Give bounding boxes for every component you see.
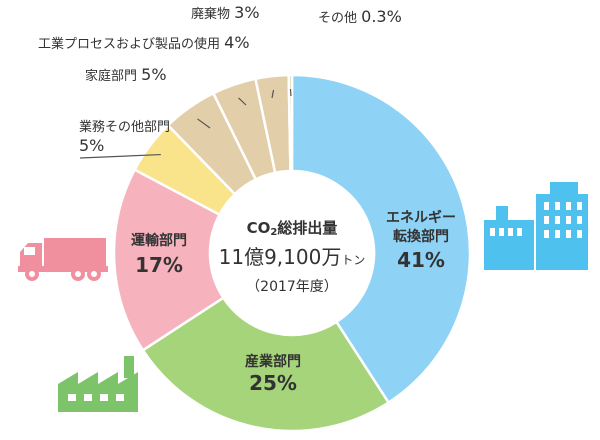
slice-2 <box>141 296 391 433</box>
slice-label-7: 廃棄物 3% <box>191 3 260 22</box>
slice-label-2: 産業部門 <box>245 353 301 370</box>
donut-slices <box>112 73 472 433</box>
center-title: CO2総排出量 <box>247 219 338 238</box>
center-summary: CO2総排出量 11億9,100万トン （2017年度） <box>219 219 366 295</box>
slice-value-4: 5% <box>79 136 104 155</box>
slice-label-1: 転換部門 <box>393 228 449 245</box>
slice-1 <box>290 73 472 405</box>
leader-line-4 <box>79 153 161 159</box>
leader-line-5 <box>197 118 211 129</box>
slice-3 <box>112 168 226 352</box>
donut-hole <box>211 172 373 334</box>
slice-value-1: 41% <box>397 248 445 272</box>
co2-label: CO <box>247 219 271 237</box>
slice-value-3: 17% <box>135 253 183 277</box>
slice-value-2: 25% <box>249 371 297 395</box>
total-value: 11億9,100万 <box>219 245 342 269</box>
total-emissions-label: 総排出量 <box>277 219 337 237</box>
slice-label-6: 工業プロセスおよび製品の使用 4% <box>38 33 250 52</box>
slice-label-5: 家庭部門 5% <box>85 65 167 84</box>
slice-8 <box>287 73 294 173</box>
slice-value-5: 5% <box>141 65 166 84</box>
leader-line-7 <box>271 89 275 99</box>
slice-label-1: エネルギー <box>386 209 456 226</box>
slice-value-8: 0.3% <box>361 7 402 26</box>
slice-labels: エネルギー転換部門41%産業部門25%運輸部門17%業務その他部門5%家庭部門 … <box>38 3 456 395</box>
center-year: （2017年度） <box>246 279 338 295</box>
slice-label-8: その他 0.3% <box>318 7 402 26</box>
slice-value-6: 4% <box>224 33 249 52</box>
leader-lines <box>79 88 292 159</box>
truck-icon <box>18 238 108 281</box>
co2-subscript: 2 <box>270 227 277 238</box>
leader-line-6 <box>238 97 247 106</box>
total-unit: トン <box>341 253 365 267</box>
leader-line-8 <box>289 88 292 97</box>
slice-label-4: 業務その他部門 <box>79 119 170 135</box>
slice-label-3: 運輸部門 <box>131 232 187 249</box>
center-total: 11億9,100万トン <box>219 245 366 269</box>
factory-icon <box>58 356 138 412</box>
slice-value-7: 3% <box>234 3 259 22</box>
power-plant-icon <box>484 182 588 270</box>
